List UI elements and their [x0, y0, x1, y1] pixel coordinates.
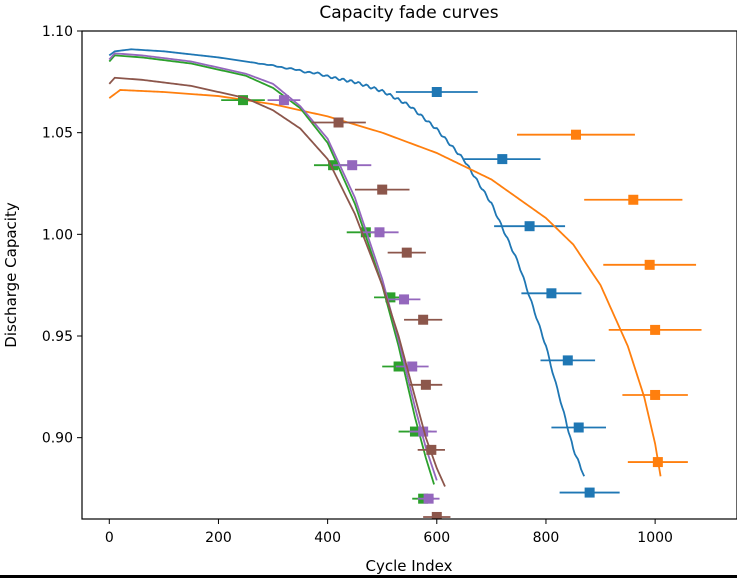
data-point — [524, 221, 535, 232]
chart-title: Capacity fade curves — [319, 3, 498, 23]
data-point — [650, 324, 661, 335]
data-point — [584, 487, 595, 498]
data-point — [652, 457, 663, 468]
y-axis: 0.90 0.95 1.00 1.05 1.10 — [42, 24, 82, 447]
series-line — [108, 48, 585, 477]
plot-area — [108, 48, 702, 519]
x-tick-label: 1000 — [637, 530, 673, 546]
data-point — [644, 259, 655, 270]
series-4 — [108, 52, 440, 504]
series-3 — [108, 54, 435, 504]
x-axis-label: Cycle Index — [365, 557, 452, 575]
series-line — [108, 76, 446, 487]
data-point — [546, 288, 557, 299]
x-tick-label: 400 — [314, 530, 341, 546]
y-tick-label: 1.05 — [42, 126, 73, 142]
data-point — [420, 379, 431, 390]
series-line — [108, 54, 435, 485]
data-point — [418, 314, 429, 325]
data-point — [399, 294, 410, 305]
x-axis: 0 200 400 600 800 1000 — [105, 519, 673, 546]
y-axis-label: Discharge Capacity — [2, 202, 20, 348]
y-tick-label: 0.95 — [42, 329, 73, 345]
data-point — [562, 355, 573, 366]
series-1 — [108, 48, 620, 498]
data-point — [377, 184, 388, 195]
data-point — [423, 493, 434, 504]
data-point — [431, 511, 442, 519]
series-line — [108, 52, 438, 481]
data-point — [401, 247, 412, 258]
y-tick-label: 1.00 — [42, 227, 73, 243]
data-point — [431, 87, 442, 97]
data-point — [238, 95, 249, 106]
data-point — [418, 426, 429, 437]
plot-frame — [81, 30, 737, 520]
data-point — [573, 422, 584, 433]
series-2 — [108, 89, 702, 477]
data-point — [426, 444, 437, 455]
data-point — [385, 292, 396, 303]
x-tick-label: 600 — [423, 530, 450, 546]
bottom-rule — [0, 575, 737, 578]
series-5 — [108, 76, 451, 519]
series-line — [108, 89, 662, 477]
y-tick-label: 0.90 — [42, 431, 73, 447]
data-point — [650, 389, 661, 400]
data-point — [374, 227, 385, 238]
y-tick-label: 1.10 — [42, 24, 73, 40]
x-tick-label: 800 — [533, 530, 560, 546]
data-point — [497, 154, 508, 165]
data-point — [347, 160, 358, 171]
data-point — [628, 194, 639, 205]
x-tick-label: 0 — [105, 530, 114, 546]
data-point — [278, 95, 289, 106]
data-point — [407, 361, 418, 372]
x-tick-label: 200 — [205, 530, 232, 546]
data-point — [570, 129, 581, 140]
data-point — [333, 117, 344, 128]
